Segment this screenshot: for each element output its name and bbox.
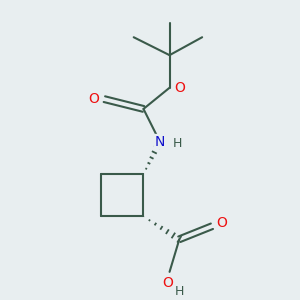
Text: H: H [173, 136, 182, 150]
Text: O: O [88, 92, 99, 106]
Text: H: H [175, 285, 184, 298]
Text: O: O [216, 216, 227, 230]
Text: N: N [154, 134, 165, 148]
Text: O: O [175, 81, 185, 95]
Text: O: O [163, 276, 173, 290]
